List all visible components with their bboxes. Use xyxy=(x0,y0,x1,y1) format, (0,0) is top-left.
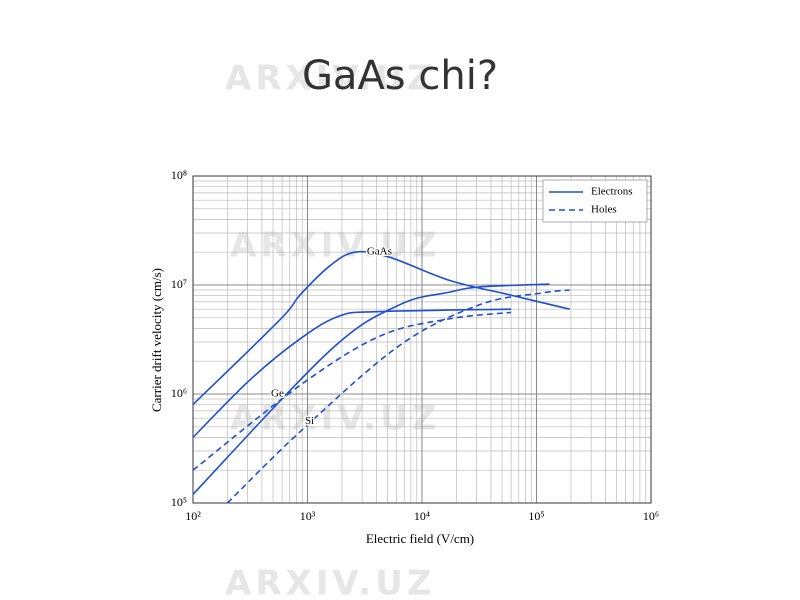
annotation: Si xyxy=(305,415,314,427)
legend-box xyxy=(542,179,648,223)
curve xyxy=(192,283,550,495)
y-tick-label: 10⁵ xyxy=(171,495,187,509)
y-tick-label: 10⁶ xyxy=(171,386,187,400)
curve xyxy=(192,308,512,438)
plot-frame xyxy=(192,175,652,504)
annotation: Ge xyxy=(271,388,284,400)
curve xyxy=(192,250,570,406)
watermark: ARXIV.UZ xyxy=(225,564,435,600)
curve xyxy=(192,311,512,471)
x-tick-label: 10³ xyxy=(300,509,316,523)
x-tick-label: 10⁵ xyxy=(528,509,544,523)
x-axis-label: Electric field (V/cm) xyxy=(366,531,474,546)
y-tick-label: 10⁸ xyxy=(171,168,187,182)
y-axis-label: Carrier drift velocity (cm/s) xyxy=(149,268,164,412)
slide-title: GaAs chi? xyxy=(302,53,498,99)
x-tick-label: 10⁴ xyxy=(414,509,430,523)
watermark: ARXIV.UZ xyxy=(225,59,435,99)
annotation: GaAs xyxy=(367,246,392,258)
legend-label: Holes xyxy=(591,204,617,216)
legend-label: Electrons xyxy=(591,186,633,198)
y-tick-label: 10⁷ xyxy=(171,277,187,291)
watermark: ARXIV.UZ xyxy=(230,226,440,266)
curve xyxy=(226,289,570,504)
x-tick-label: 10⁶ xyxy=(643,509,659,523)
x-tick-label: 10² xyxy=(185,509,201,523)
